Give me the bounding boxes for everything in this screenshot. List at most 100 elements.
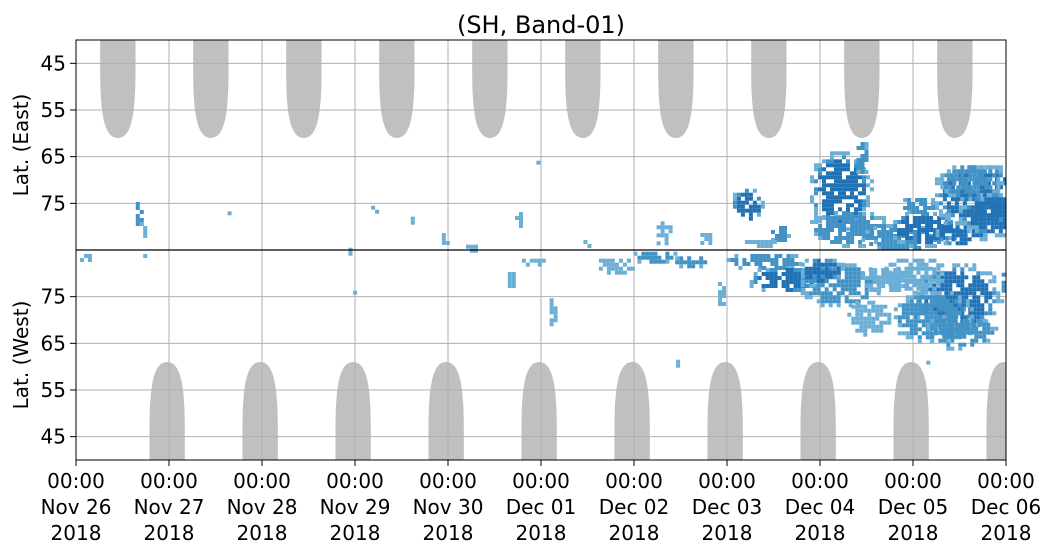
heatmap-cell — [916, 278, 921, 283]
heatmap-cell — [940, 287, 945, 292]
heatmap-cell — [917, 216, 922, 220]
heatmap-cell — [956, 177, 961, 182]
heatmap-cell — [908, 266, 913, 271]
heatmap-cell — [905, 224, 910, 228]
x-tick-date: Nov 27 — [134, 495, 205, 519]
heatmap-cell — [822, 179, 826, 184]
heatmap-cell — [954, 330, 959, 335]
heatmap-cell — [962, 322, 967, 327]
heatmap-cell — [917, 311, 922, 316]
heatmap-cell — [549, 318, 554, 323]
heatmap-cell — [945, 327, 950, 332]
heatmap-cell — [944, 173, 949, 178]
heatmap-cell — [881, 276, 886, 280]
heatmap-cell — [828, 283, 833, 288]
heatmap-cell — [850, 195, 854, 200]
heatmap-cell — [818, 175, 822, 180]
heatmap-cell — [958, 209, 963, 214]
heatmap-cell — [956, 279, 961, 284]
heatmap-cell — [896, 274, 901, 279]
heatmap-cell — [790, 254, 795, 258]
heatmap-cell — [873, 280, 878, 284]
heatmap-cell — [947, 229, 952, 234]
heatmap-cell — [844, 295, 849, 300]
heatmap-cell — [805, 284, 810, 288]
heatmap-cell — [858, 216, 863, 220]
heatmap-cell — [854, 187, 858, 192]
heatmap-cell — [954, 209, 959, 214]
heatmap-cell — [966, 314, 971, 319]
heatmap-cell — [858, 244, 863, 248]
heatmap-cell — [972, 295, 977, 300]
heatmap-cell — [466, 244, 470, 249]
heatmap-cell — [982, 326, 987, 331]
heatmap-cell — [820, 270, 825, 275]
heatmap-cell — [602, 258, 607, 263]
heatmap-cell — [965, 319, 970, 324]
heatmap-cell — [785, 268, 790, 272]
heatmap-cell — [1007, 221, 1011, 225]
heatmap-cell — [893, 315, 898, 320]
heatmap-cell — [931, 206, 936, 210]
heatmap-cell — [873, 272, 878, 276]
heatmap-cell — [952, 165, 957, 170]
heatmap-cell — [959, 233, 964, 238]
heatmap-cell — [940, 278, 945, 283]
x-tick-time: 00:00 — [512, 469, 570, 493]
heatmap-cell — [942, 193, 947, 198]
heatmap-cell — [866, 224, 871, 228]
heatmap-cell — [956, 283, 961, 288]
y-tick-label-top: 55 — [41, 98, 66, 122]
heatmap-cell — [865, 230, 870, 234]
heatmap-cell — [864, 287, 869, 292]
heatmap-cell — [928, 266, 933, 271]
heatmap-cell — [766, 258, 771, 262]
no-data-region-bottom-8 — [893, 362, 929, 460]
heatmap-cell — [968, 193, 973, 198]
heatmap-cell — [818, 228, 823, 232]
heatmap-cell — [951, 233, 956, 238]
heatmap-cell — [441, 237, 446, 241]
heatmap-cell — [860, 142, 865, 146]
heatmap-cell — [929, 315, 934, 320]
heatmap-cell — [1015, 177, 1019, 181]
heatmap-cell — [762, 258, 767, 262]
heatmap-cell — [1002, 225, 1006, 230]
heatmap-cell — [856, 158, 861, 162]
heatmap-cell — [826, 207, 830, 212]
heatmap-cell — [836, 270, 841, 275]
heatmap-cell — [988, 165, 993, 170]
heatmap-cell — [950, 213, 955, 218]
heatmap-cell — [986, 197, 991, 202]
heatmap-cell — [846, 183, 850, 188]
heatmap-cell — [974, 197, 979, 202]
heatmap-cell — [836, 274, 841, 279]
heatmap-cell — [887, 312, 892, 317]
heatmap-cell — [929, 240, 934, 244]
heatmap-cell — [893, 284, 898, 288]
heatmap-cell — [885, 246, 890, 250]
heatmap-cell — [861, 238, 866, 242]
heatmap-cell — [537, 262, 542, 267]
heatmap-cell — [897, 303, 902, 308]
heatmap-cell — [826, 191, 830, 196]
heatmap-cell — [933, 311, 938, 316]
heatmap-cell — [936, 278, 941, 283]
heatmap-cell — [769, 268, 774, 272]
heatmap-cell — [952, 263, 957, 268]
heatmap-cell — [932, 278, 937, 283]
no-data-region-top-4 — [472, 40, 508, 138]
heatmap-cell — [695, 260, 700, 265]
heatmap-cell — [773, 276, 778, 280]
heatmap-cell — [583, 240, 588, 244]
heatmap-cell — [941, 327, 946, 332]
heatmap-cell — [740, 192, 745, 197]
heatmap-cell — [986, 330, 991, 335]
heatmap-cell — [998, 197, 1003, 202]
heatmap-cell — [988, 177, 993, 182]
heatmap-cell — [988, 185, 993, 190]
heatmap-cell — [996, 295, 1001, 300]
heatmap-cell — [511, 276, 516, 280]
heatmap-cell — [958, 322, 963, 327]
heatmap-cell — [850, 212, 855, 216]
